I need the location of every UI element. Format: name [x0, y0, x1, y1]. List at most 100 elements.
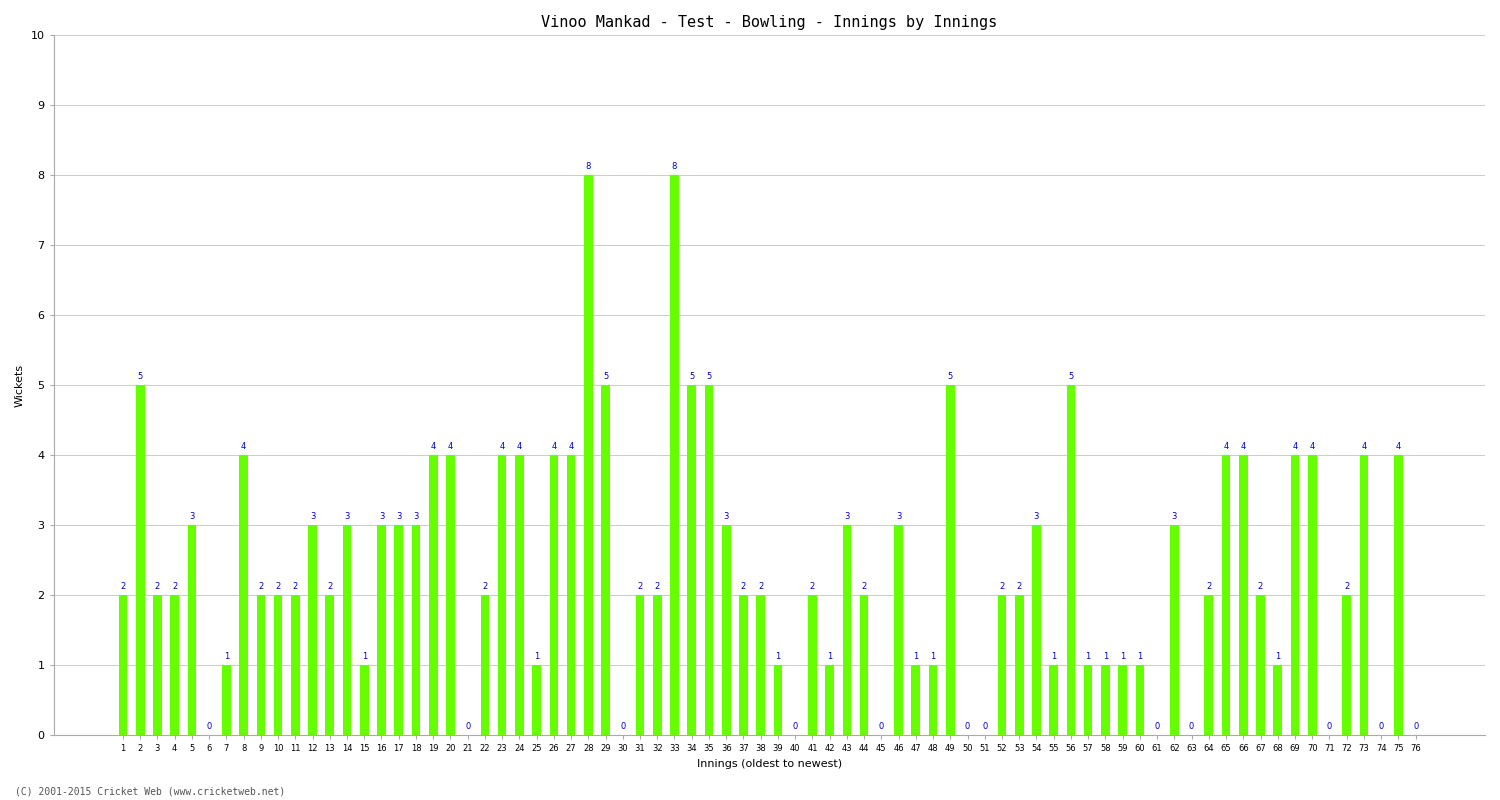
Text: 2: 2	[1344, 582, 1350, 591]
Bar	[859, 595, 868, 735]
Text: 2: 2	[1258, 582, 1263, 591]
Text: 0: 0	[1190, 722, 1194, 731]
Text: 1: 1	[930, 652, 936, 662]
Text: 2: 2	[861, 582, 867, 591]
Text: 4: 4	[430, 442, 436, 451]
Bar	[549, 455, 558, 735]
Bar	[1119, 666, 1126, 735]
Bar	[808, 595, 816, 735]
Text: 5: 5	[138, 372, 142, 381]
Text: 1: 1	[362, 652, 368, 662]
Text: 5: 5	[1068, 372, 1074, 381]
Text: 5: 5	[603, 372, 608, 381]
Text: 4: 4	[1396, 442, 1401, 451]
Y-axis label: Wickets: Wickets	[15, 364, 26, 407]
Text: 0: 0	[792, 722, 798, 731]
Text: 4: 4	[448, 442, 453, 451]
Bar	[360, 666, 369, 735]
Text: 1: 1	[914, 652, 918, 662]
Text: 4: 4	[1293, 442, 1298, 451]
Bar	[894, 526, 903, 735]
Text: 1: 1	[1275, 652, 1281, 662]
Text: 1: 1	[1137, 652, 1143, 662]
Bar	[498, 455, 507, 735]
Bar	[998, 595, 1006, 735]
Text: 2: 2	[999, 582, 1005, 591]
Text: 2: 2	[758, 582, 764, 591]
Bar	[1342, 595, 1352, 735]
Text: 2: 2	[810, 582, 814, 591]
Text: 4: 4	[1240, 442, 1246, 451]
Text: (C) 2001-2015 Cricket Web (www.cricketweb.net): (C) 2001-2015 Cricket Web (www.cricketwe…	[15, 786, 285, 796]
Text: 2: 2	[120, 582, 126, 591]
Text: 3: 3	[310, 512, 315, 521]
Text: 0: 0	[1413, 722, 1419, 731]
Bar	[1204, 595, 1214, 735]
Text: 5: 5	[688, 372, 694, 381]
Text: 3: 3	[414, 512, 419, 521]
Bar	[411, 526, 420, 735]
Text: 1: 1	[1052, 652, 1056, 662]
Bar	[740, 595, 747, 735]
Bar	[1101, 666, 1110, 735]
Text: 0: 0	[620, 722, 626, 731]
Text: 3: 3	[844, 512, 849, 521]
Text: 2: 2	[327, 582, 333, 591]
Text: 8: 8	[585, 162, 591, 171]
Bar	[1274, 666, 1282, 735]
Text: 1: 1	[1102, 652, 1108, 662]
Bar	[153, 595, 162, 735]
Text: 2: 2	[654, 582, 660, 591]
Bar	[1239, 455, 1248, 735]
Bar	[326, 595, 334, 735]
Text: 4: 4	[1362, 442, 1366, 451]
Text: 2: 2	[276, 582, 280, 591]
Bar	[843, 526, 850, 735]
Text: 1: 1	[534, 652, 538, 662]
Bar	[256, 595, 265, 735]
Text: 2: 2	[638, 582, 642, 591]
Bar	[774, 666, 782, 735]
Text: 2: 2	[1206, 582, 1212, 591]
Text: 4: 4	[568, 442, 573, 451]
Bar	[946, 386, 954, 735]
Text: 2: 2	[741, 582, 746, 591]
Text: 2: 2	[1017, 582, 1022, 591]
Bar	[1221, 455, 1230, 735]
Bar	[1359, 455, 1368, 735]
X-axis label: Innings (oldest to newest): Innings (oldest to newest)	[696, 759, 842, 769]
Bar	[584, 175, 592, 735]
Bar	[274, 595, 282, 735]
Text: 3: 3	[380, 512, 384, 521]
Bar	[308, 526, 316, 735]
Bar	[825, 666, 834, 735]
Title: Vinoo Mankad - Test - Bowling - Innings by Innings: Vinoo Mankad - Test - Bowling - Innings …	[542, 15, 998, 30]
Text: 3: 3	[1034, 512, 1040, 521]
Bar	[1032, 526, 1041, 735]
Text: 1: 1	[224, 652, 230, 662]
Bar	[928, 666, 938, 735]
Text: 0: 0	[1328, 722, 1332, 731]
Bar	[222, 666, 231, 735]
Text: 3: 3	[396, 512, 402, 521]
Text: 0: 0	[982, 722, 987, 731]
Bar	[1136, 666, 1144, 735]
Bar	[446, 455, 454, 735]
Bar	[652, 595, 662, 735]
Text: 4: 4	[500, 442, 506, 451]
Text: 5: 5	[706, 372, 711, 381]
Bar	[687, 386, 696, 735]
Text: 2: 2	[292, 582, 298, 591]
Bar	[1170, 526, 1179, 735]
Bar	[912, 666, 920, 735]
Bar	[722, 526, 730, 735]
Bar	[670, 175, 680, 735]
Bar	[532, 666, 542, 735]
Text: 4: 4	[1310, 442, 1316, 451]
Text: 4: 4	[242, 442, 246, 451]
Text: 1: 1	[1120, 652, 1125, 662]
Bar	[136, 386, 144, 735]
Text: 3: 3	[345, 512, 350, 521]
Bar	[240, 455, 248, 735]
Text: 5: 5	[948, 372, 952, 381]
